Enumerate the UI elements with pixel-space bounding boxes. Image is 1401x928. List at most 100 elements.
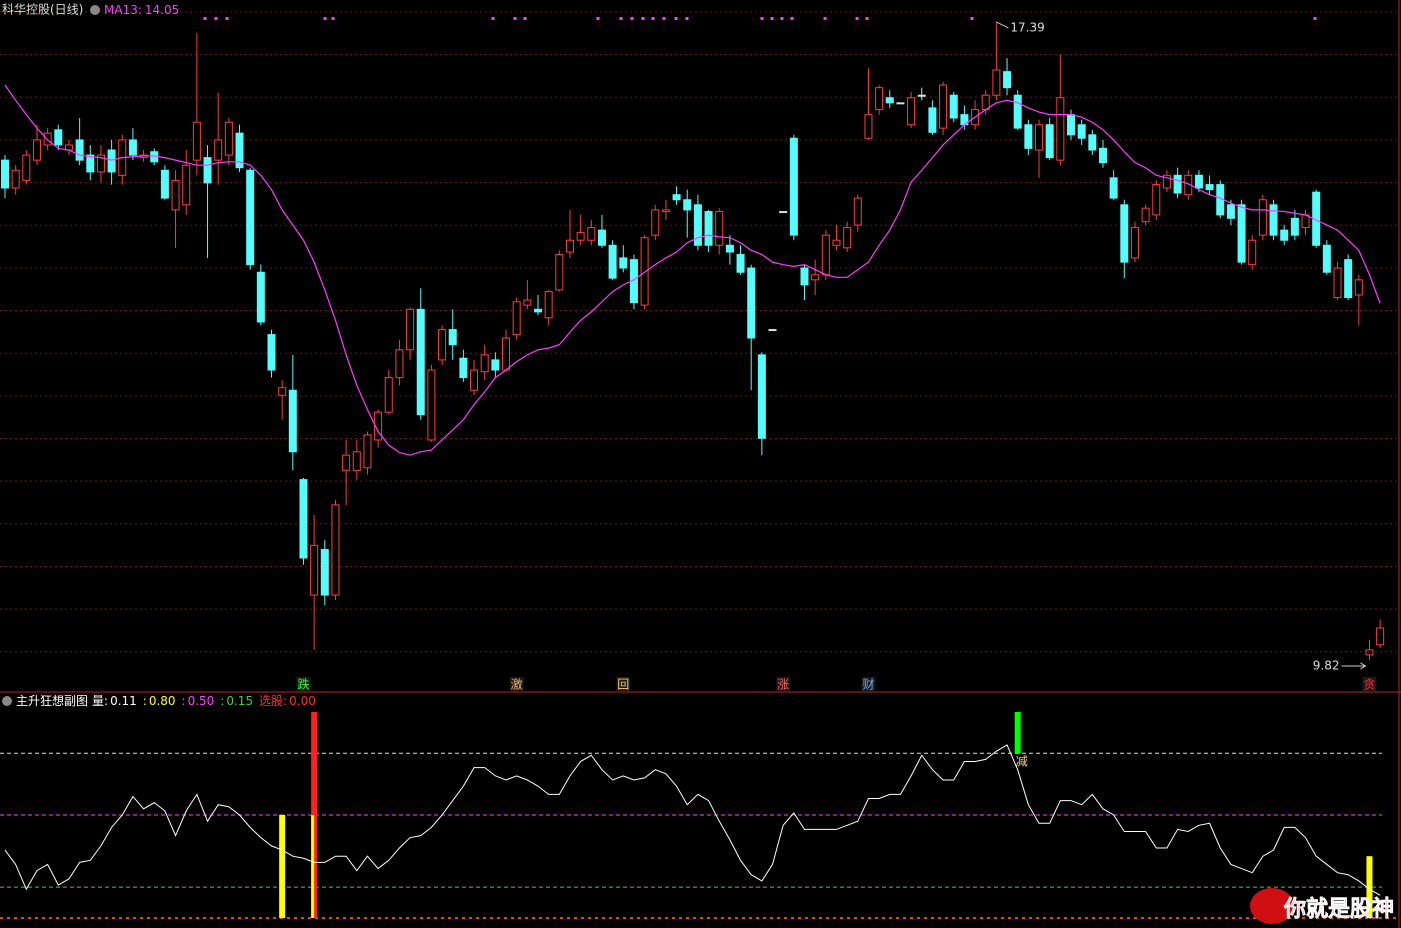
signal-dot xyxy=(674,17,678,20)
candle-body xyxy=(832,239,841,246)
candle-body xyxy=(1045,124,1054,159)
candle-body xyxy=(128,139,137,156)
candle-body xyxy=(640,237,649,306)
indicator-title: 主升狂想副图 xyxy=(16,693,88,708)
candle-body xyxy=(1013,94,1022,129)
legend-label: : xyxy=(143,694,147,708)
signal-label: 财 xyxy=(862,678,874,692)
candle-body xyxy=(107,149,116,173)
candle-body xyxy=(907,97,916,126)
candle-body xyxy=(1333,267,1342,299)
candle-body xyxy=(725,244,734,253)
indicator-legend: 主升狂想副图 量: 0.11:0.80:0.50:0.15 选股: 0.00 xyxy=(16,693,316,708)
candle-body xyxy=(1194,174,1203,189)
candle-body xyxy=(160,169,169,199)
candle-body xyxy=(789,137,798,236)
candle-body xyxy=(1248,239,1257,266)
candle-body xyxy=(75,139,84,161)
signal-dot xyxy=(619,17,623,20)
candle-body xyxy=(821,234,830,276)
chart-title: 科华控股(日线) xyxy=(2,3,83,17)
candle-body xyxy=(171,179,180,211)
candle-body xyxy=(224,121,233,156)
signal-bar xyxy=(1014,712,1021,754)
signal-label: 贪 xyxy=(1363,677,1375,692)
candle-body xyxy=(555,254,564,291)
signal-bar xyxy=(279,815,286,918)
signal-badge xyxy=(861,677,876,691)
candle-body xyxy=(736,254,745,273)
candle-body xyxy=(1162,174,1171,189)
candle-body xyxy=(747,267,756,339)
signal-badge xyxy=(509,677,524,691)
signal-dot xyxy=(760,17,764,20)
candle-body xyxy=(565,239,574,253)
candle-body xyxy=(768,329,777,332)
signal-dot xyxy=(651,17,655,20)
candle-body xyxy=(438,329,447,361)
watermark: 你就是股神 xyxy=(1283,896,1394,922)
candle-body xyxy=(619,257,628,269)
candle-body xyxy=(1258,199,1267,236)
signal-label: 涨 xyxy=(777,677,789,692)
legend-value: 0.80 xyxy=(149,694,176,708)
signal-dot xyxy=(331,17,335,20)
candle-body xyxy=(448,329,457,346)
candle-body xyxy=(246,169,255,266)
candle-body xyxy=(928,107,937,133)
candle-body xyxy=(54,129,63,146)
candle-body xyxy=(1109,177,1118,199)
candle-body xyxy=(779,211,788,214)
legend-value: 0.11 xyxy=(110,694,137,708)
candle-body xyxy=(1035,124,1044,151)
candle-body xyxy=(544,291,553,319)
watermark-logo xyxy=(1250,888,1294,924)
candle-body xyxy=(256,271,265,323)
candle-body xyxy=(1205,184,1214,191)
candle-body xyxy=(1,159,9,189)
signal-dot xyxy=(970,17,974,20)
ma-name: MA13: xyxy=(104,3,142,17)
signal-dot xyxy=(790,17,794,20)
signal-dot xyxy=(770,17,774,20)
signal-bar xyxy=(1366,856,1373,918)
signal-dot xyxy=(203,17,207,20)
candle-body xyxy=(267,334,276,371)
candle-body xyxy=(523,299,532,306)
candle-body xyxy=(1344,259,1353,299)
signal-dot xyxy=(491,17,495,20)
candle-body xyxy=(1376,627,1385,646)
candle-body xyxy=(374,411,383,441)
signal-dot xyxy=(323,17,327,20)
signal-badge xyxy=(776,677,791,691)
signal-badge xyxy=(1362,677,1377,691)
candle-body xyxy=(22,154,31,181)
candle-body xyxy=(278,387,287,396)
high-label: 17.39 xyxy=(1010,20,1044,34)
legend-label: : xyxy=(182,694,186,708)
candle-body xyxy=(1067,114,1075,136)
legend-value: 0.15 xyxy=(226,694,253,708)
candle-body xyxy=(459,357,468,379)
low-label: 9.82 xyxy=(1313,658,1340,672)
candle-body xyxy=(651,209,660,236)
candle-body xyxy=(693,204,702,246)
candle-body xyxy=(427,369,436,441)
candle-body xyxy=(811,274,820,281)
legend-label: 选股: xyxy=(259,694,287,708)
ma-value: 14.05 xyxy=(145,3,179,17)
candle-body xyxy=(406,308,415,351)
signal-dot xyxy=(523,17,527,20)
signal-dot xyxy=(662,17,666,20)
candle-body xyxy=(395,349,404,379)
candle-body xyxy=(1237,204,1246,263)
candle-body xyxy=(32,139,41,161)
candle-body xyxy=(491,359,500,371)
candle-body xyxy=(757,354,766,439)
signal-dot xyxy=(855,17,859,20)
candle-body xyxy=(864,114,873,139)
candle-body xyxy=(512,301,521,336)
candle-body xyxy=(1056,97,1065,161)
